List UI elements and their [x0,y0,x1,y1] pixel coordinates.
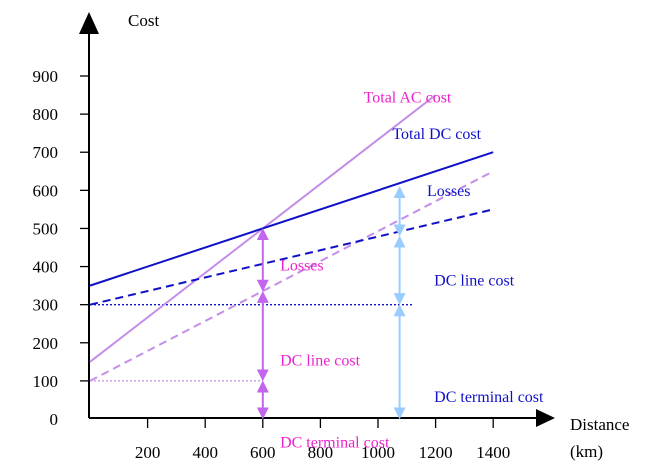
y-tick-label: 600 [33,181,59,200]
y-tick-label: 300 [33,296,59,315]
x-tick-label: 1000 [361,443,395,462]
y-ticks: 0 100 200 300 400 500 600 700 800 900 [33,67,89,429]
annotation-ac-losses: Losses [280,257,324,274]
y-axis-arrowhead [79,12,99,34]
annotation-ac-line: DC line cost [280,353,361,370]
cost-brackets [256,186,406,420]
x-axis-title: Distance [570,415,629,434]
axes: Cost Distance (km) [79,11,629,461]
y-tick-label: 100 [33,372,59,391]
y-tick-label: 0 [50,410,59,429]
x-tick-label: 1400 [476,443,510,462]
x-tick-label: 800 [308,443,334,462]
series-line-dc-no-losses [89,208,494,306]
x-axis-unit: (km) [570,442,603,461]
annotation-dc-terminal: DC terminal cost [434,389,544,406]
annotations: Total AC cost Total DC cost Losses Losses DC… [280,90,544,452]
y-tick-label: 500 [33,219,59,238]
x-tick-label: 400 [192,443,218,462]
x-tick-label: 200 [135,443,161,462]
y-tick-label: 400 [33,258,59,277]
annotation-ac-terminal: DC terminal cost [280,435,390,452]
x-axis-arrowhead [536,409,555,427]
y-tick-label: 700 [33,143,59,162]
y-tick-label: 800 [33,105,59,124]
series-line-ac-no-losses [89,170,494,382]
y-tick-label: 900 [33,67,59,86]
series-line-total-dc [89,151,494,287]
x-tick-label: 600 [250,443,276,462]
reference-lines [90,304,413,382]
annotation-total-ac: Total AC cost [364,90,452,107]
annotation-total-dc: Total DC cost [392,126,481,143]
y-axis-title: Cost [128,11,159,30]
y-tick-label: 200 [33,334,59,353]
x-tick-label: 1200 [419,443,453,462]
x-ticks: 200 400 600 800 1000 1200 1400 [135,418,510,462]
annotation-dc-line: DC line cost [434,273,515,290]
annotation-dc-losses: Losses [427,183,471,200]
